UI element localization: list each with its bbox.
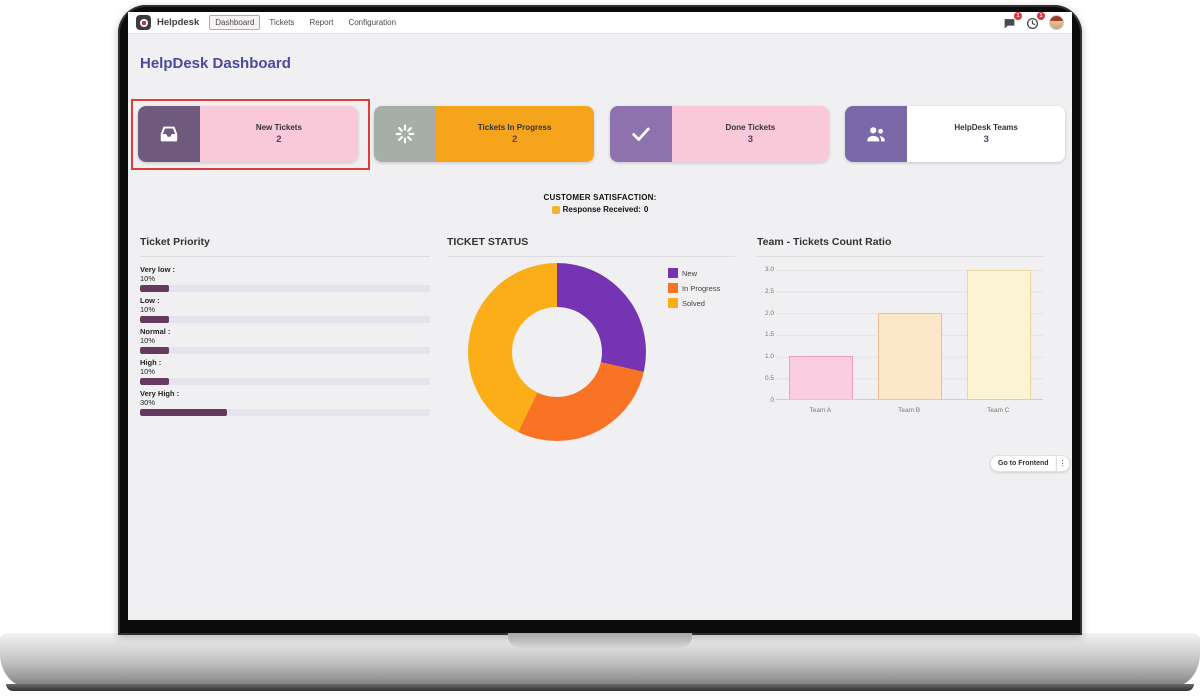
kpi-label: Tickets In Progress: [477, 123, 552, 132]
go-to-frontend-button[interactable]: Go to Frontend: [990, 455, 1056, 472]
kpi-card-done-tickets[interactable]: Done Tickets 3: [609, 106, 830, 162]
kpi-card-tickets-in-progress[interactable]: Tickets In Progress 2: [373, 106, 594, 162]
priority-bar-track: [140, 285, 430, 292]
ticket-priority-section: Ticket Priority Very low : 10% Low : 10%…: [140, 236, 430, 420]
laptop-trackpad-notch: [508, 633, 692, 648]
activities-clock-icon[interactable]: 1: [1026, 12, 1045, 30]
kpi-label: HelpDesk Teams: [954, 123, 1018, 132]
priority-item: Very low : 10%: [140, 265, 430, 292]
x-label: Team C: [987, 407, 1010, 414]
kpi-row: New Tickets 2 Tickets In Progress 2: [138, 106, 1065, 162]
app-name: Helpdesk: [157, 17, 200, 28]
menu-item-tickets[interactable]: Tickets: [269, 18, 295, 27]
kpi-value: 2: [511, 134, 518, 145]
legend-swatch: [668, 298, 678, 308]
donut-chart: [468, 263, 646, 441]
priority-bar-fill: [140, 347, 169, 354]
dashboard-content: HelpDesk Dashboard New Tickets 2: [128, 34, 1072, 620]
menu-item-configuration[interactable]: Configuration: [348, 18, 397, 27]
priority-bar-fill: [140, 316, 169, 323]
team-icon: [845, 106, 908, 162]
inbox-icon: [138, 106, 200, 162]
menu-item-report[interactable]: Report: [309, 18, 334, 27]
page-title: HelpDesk Dashboard: [140, 55, 291, 72]
donut-legend: New In Progress Solved: [668, 268, 720, 308]
priority-bar-track: [140, 409, 430, 416]
y-tick: 2.0: [764, 309, 774, 317]
messages-badge: 1: [1014, 12, 1022, 20]
helpdesk-app-icon[interactable]: [136, 15, 151, 30]
menu-item-dashboard[interactable]: Dashboard: [209, 15, 261, 30]
x-axis-labels: Team A Team B Team C: [776, 407, 1043, 414]
legend-swatch: [668, 268, 678, 278]
y-tick: 0.5: [764, 375, 774, 383]
satisfaction-value: 0: [643, 205, 649, 214]
navbar-right: 1 1: [1003, 12, 1064, 30]
activities-badge: 1: [1037, 12, 1045, 20]
check-icon: [609, 106, 672, 162]
priority-list: Very low : 10% Low : 10% Normal : 10% Hi…: [140, 265, 430, 416]
satisfaction-title: CUSTOMER SATISFACTION:: [543, 193, 657, 202]
priority-item: High : 10%: [140, 358, 430, 385]
kpi-card-helpdesk-teams[interactable]: HelpDesk Teams 3: [845, 106, 1065, 162]
y-tick: 1.0: [764, 353, 774, 361]
laptop-screen: Helpdesk Dashboard Tickets Report Config…: [128, 12, 1072, 620]
legend-item-solved[interactable]: Solved: [668, 298, 720, 308]
priority-bar-fill: [140, 285, 169, 292]
ticket-status-section: TICKET STATUS New In Progress Solved: [447, 236, 735, 451]
more-options-icon[interactable]: ⋮: [1055, 455, 1070, 472]
bar-team-a: [788, 356, 853, 399]
team-bar-chart: [776, 270, 1043, 400]
user-avatar[interactable]: [1049, 15, 1064, 30]
kpi-card-new-tickets[interactable]: New Tickets 2: [138, 106, 358, 162]
priority-item: Very High : 30%: [140, 389, 430, 416]
y-tick: 0: [770, 396, 774, 404]
kpi-value: 2: [276, 134, 282, 145]
priority-bar-fill: [140, 409, 227, 416]
kpi-value: 3: [983, 134, 989, 145]
satisfaction-label: Response Received:: [562, 205, 641, 214]
bar-team-c: [966, 270, 1031, 399]
priority-bar-track: [140, 378, 430, 385]
priority-item: Low : 10%: [140, 296, 430, 323]
y-axis-ticks: 3.0 2.5 2.0 1.5 1.0 0.5 0: [757, 266, 774, 404]
customer-satisfaction: CUSTOMER SATISFACTION: Response Received…: [128, 193, 1072, 214]
x-label: Team A: [809, 407, 832, 414]
priority-bar-fill: [140, 378, 169, 385]
bar-team-b: [877, 313, 942, 399]
legend-item-in-progress[interactable]: In Progress: [668, 283, 720, 293]
kpi-label: Done Tickets: [725, 123, 776, 132]
ticket-status-title: TICKET STATUS: [447, 236, 735, 257]
laptop-base-edge: [6, 684, 1194, 691]
frontend-button-group: Go to Frontend ⋮: [990, 455, 1070, 472]
ticket-priority-title: Ticket Priority: [140, 236, 430, 257]
smiley-icon: [551, 205, 560, 214]
legend-swatch: [668, 283, 678, 293]
legend-item-new[interactable]: New: [668, 268, 720, 278]
x-label: Team B: [898, 407, 921, 414]
priority-bar-track: [140, 347, 430, 354]
kpi-label: New Tickets: [255, 123, 302, 132]
y-tick: 3.0: [764, 266, 774, 273]
teams-chart-title: Team - Tickets Count Ratio: [757, 236, 1043, 257]
priority-item: Normal : 10%: [140, 327, 430, 354]
y-tick: 1.5: [764, 331, 774, 339]
y-tick: 2.5: [764, 287, 774, 295]
main-menu: Dashboard Tickets Report Configuration: [209, 15, 402, 30]
priority-bar-track: [140, 316, 430, 323]
kpi-value: 3: [747, 134, 754, 145]
spinner-icon: [373, 106, 436, 162]
top-navbar: Helpdesk Dashboard Tickets Report Config…: [128, 12, 1072, 34]
teams-chart-section: Team - Tickets Count Ratio 3.0 2.5 2.0 1…: [757, 236, 1043, 414]
messages-icon[interactable]: 1: [1003, 12, 1022, 30]
